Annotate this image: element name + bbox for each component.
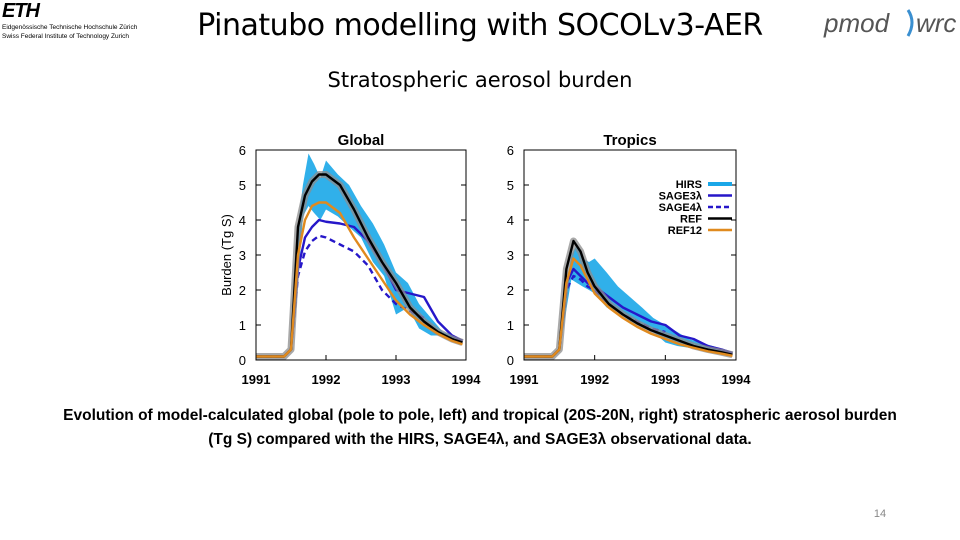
- series-ref12-line: [524, 257, 733, 358]
- series-group: [524, 237, 734, 360]
- page-number: 14: [873, 508, 887, 520]
- series-hirs-band: [291, 153, 455, 353]
- series-hirs-band: [559, 244, 724, 353]
- eth-logo-mark: ETH: [2, 0, 40, 22]
- legend-label: REF12: [668, 225, 702, 237]
- y-tick-label: 5: [239, 178, 246, 193]
- series-ref-line: [524, 239, 733, 358]
- y-tick-label: 2: [239, 283, 246, 298]
- y-tick-label: 4: [239, 213, 246, 228]
- chart-panel-global: Global Burden (Tg S) 0 1 2 3 4 5 6 1991 1992 1993 19…: [219, 132, 481, 387]
- y-tick-label: 5: [507, 178, 514, 193]
- x-tick-label: 1993: [651, 372, 680, 387]
- caption-line-2: (Tg S) compared with the HIRS, SAGE4λ, a…: [208, 431, 752, 448]
- y-tick-label: 1: [239, 318, 246, 333]
- eth-logo: ETH Eidgenössische Technische Hochschule…: [2, 0, 162, 44]
- y-tick-label: 1: [507, 318, 514, 333]
- y-tick-label: 0: [507, 353, 514, 368]
- eth-logo-line-2: Swiss Federal Institute of Technology Zu…: [2, 33, 130, 40]
- legend-label: REF: [680, 214, 702, 226]
- y-tick-label: 3: [507, 248, 514, 263]
- pmod-wrc-logo: pmod wrc: [823, 8, 956, 38]
- x-tick-label: 1991: [242, 372, 271, 387]
- chart-title: Global: [338, 132, 385, 149]
- x-tick-label: 1993: [382, 372, 411, 387]
- legend-label: HIRS: [676, 179, 702, 191]
- x-tick-label: 1991: [510, 372, 539, 387]
- series-sage3-lambda-line: [256, 218, 464, 358]
- eth-logo-line-1: Eidgenössische Technische Hochschule Zür…: [2, 24, 138, 31]
- series-group: [256, 153, 464, 360]
- y-axis-label: Burden (Tg S): [219, 214, 234, 296]
- y-tick-label: 6: [239, 143, 246, 158]
- wrc-logo-text: wrc: [916, 8, 956, 38]
- legend-label: SAGE4λ: [659, 202, 702, 214]
- y-tick-label: 6: [507, 143, 514, 158]
- chart-panel-tropics: Tropics 0 1 2 3 4 5 6 1991 1992 1993 1994 HIRSSAGE3λ…: [507, 132, 751, 387]
- figure-caption: Evolution of model-calculated global (po…: [0, 404, 960, 452]
- y-tick-label: 2: [507, 283, 514, 298]
- chart-title: Tropics: [603, 132, 656, 149]
- x-tick-label: 1994: [452, 372, 482, 387]
- x-tick-label: 1992: [580, 372, 609, 387]
- plot-frame: [523, 149, 737, 361]
- x-tick-label: 1994: [722, 372, 752, 387]
- y-tick-label: 0: [239, 353, 246, 368]
- series-ref12-line: [256, 201, 463, 358]
- legend-label: SAGE3λ: [659, 191, 702, 203]
- y-tick-label: 4: [507, 213, 514, 228]
- slide-subtitle: Stratospheric aerosol burden: [327, 68, 633, 92]
- series-ref-line: [256, 173, 463, 358]
- caption-line-1: Evolution of model-calculated global (po…: [63, 407, 897, 424]
- slide-title: Pinatubo modelling with SOCOLv3-AER: [197, 8, 763, 43]
- y-tick-label: 3: [239, 248, 246, 263]
- pmod-arc-icon: [906, 9, 914, 37]
- pmod-logo-text: pmod: [823, 8, 891, 38]
- x-tick-label: 1992: [312, 372, 341, 387]
